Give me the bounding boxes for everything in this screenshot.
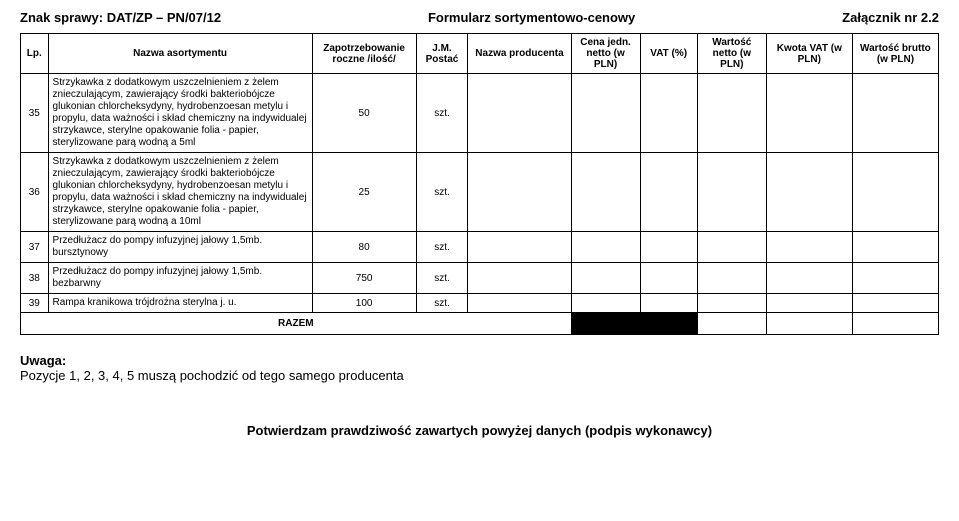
row-net-value[interactable] [697, 74, 766, 153]
note-block: Uwaga: Pozycje 1, 2, 3, 4, 5 muszą pocho… [20, 353, 939, 383]
row-qty[interactable]: 100 [312, 294, 416, 313]
row-lp: 39 [21, 294, 49, 313]
row-producer[interactable] [468, 263, 571, 294]
table-row: 38 Przedłużacz do pompy infuzyjnej jałow… [21, 263, 939, 294]
row-qty[interactable]: 50 [312, 74, 416, 153]
row-producer[interactable] [468, 74, 571, 153]
table-row: 36 Strzykawka z dodatkowym uszczelnienie… [21, 153, 939, 232]
total-net[interactable] [697, 313, 766, 335]
col-producer: Nazwa producenta [468, 34, 571, 74]
col-vat-pct: VAT (%) [640, 34, 697, 74]
case-number: Znak sprawy: DAT/ZP – PN/07/12 [20, 10, 221, 25]
blackout-cell [571, 313, 640, 335]
row-name: Przedłużacz do pompy infuzyjnej jałowy 1… [48, 263, 312, 294]
row-gross-value[interactable] [852, 74, 938, 153]
row-vat-amount[interactable] [766, 153, 852, 232]
row-unit-price[interactable] [571, 263, 640, 294]
blackout-cell [640, 313, 697, 335]
row-unit: szt. [416, 232, 468, 263]
col-unit: J.M. Postać [416, 34, 468, 74]
row-lp: 38 [21, 263, 49, 294]
row-vat-pct[interactable] [640, 263, 697, 294]
note-text: Pozycje 1, 2, 3, 4, 5 muszą pochodzić od… [20, 368, 939, 383]
total-label: RAZEM [21, 313, 572, 335]
row-name: Przedłużacz do pompy infuzyjnej jałowy 1… [48, 232, 312, 263]
row-unit-price[interactable] [571, 153, 640, 232]
row-vat-pct[interactable] [640, 232, 697, 263]
row-qty[interactable]: 25 [312, 153, 416, 232]
col-vat-amount: Kwota VAT (w PLN) [766, 34, 852, 74]
page-header: Znak sprawy: DAT/ZP – PN/07/12 Formularz… [20, 10, 939, 25]
col-name: Nazwa asortymentu [48, 34, 312, 74]
row-vat-pct[interactable] [640, 153, 697, 232]
col-gross-value: Wartość brutto (w PLN) [852, 34, 938, 74]
row-lp: 36 [21, 153, 49, 232]
total-gross[interactable] [852, 313, 938, 335]
row-lp: 37 [21, 232, 49, 263]
table-row: 37 Przedłużacz do pompy infuzyjnej jałow… [21, 232, 939, 263]
row-producer[interactable] [468, 232, 571, 263]
row-unit: szt. [416, 153, 468, 232]
attachment-label: Załącznik nr 2.2 [842, 10, 939, 25]
note-title: Uwaga: [20, 353, 939, 368]
price-table: Lp. Nazwa asortymentu Zapotrzebowanie ro… [20, 33, 939, 335]
row-vat-amount[interactable] [766, 74, 852, 153]
row-net-value[interactable] [697, 263, 766, 294]
table-row: 39 Rampa kranikowa trójdrożna sterylna j… [21, 294, 939, 313]
row-qty[interactable]: 80 [312, 232, 416, 263]
row-unit-price[interactable] [571, 232, 640, 263]
row-net-value[interactable] [697, 294, 766, 313]
row-vat-amount[interactable] [766, 232, 852, 263]
col-net-value: Wartość netto (w PLN) [697, 34, 766, 74]
row-gross-value[interactable] [852, 294, 938, 313]
total-vat[interactable] [766, 313, 852, 335]
row-producer[interactable] [468, 153, 571, 232]
row-vat-amount[interactable] [766, 263, 852, 294]
total-row: RAZEM [21, 313, 939, 335]
row-gross-value[interactable] [852, 153, 938, 232]
row-gross-value[interactable] [852, 263, 938, 294]
col-unit-price: Cena jedn. netto (w PLN) [571, 34, 640, 74]
table-row: 35 Strzykawka z dodatkowym uszczelnienie… [21, 74, 939, 153]
table-header-row: Lp. Nazwa asortymentu Zapotrzebowanie ro… [21, 34, 939, 74]
row-producer[interactable] [468, 294, 571, 313]
row-qty[interactable]: 750 [312, 263, 416, 294]
row-vat-pct[interactable] [640, 74, 697, 153]
row-lp: 35 [21, 74, 49, 153]
row-name: Strzykawka z dodatkowym uszczelnieniem z… [48, 153, 312, 232]
row-unit: szt. [416, 74, 468, 153]
row-unit: szt. [416, 263, 468, 294]
row-unit-price[interactable] [571, 294, 640, 313]
row-vat-amount[interactable] [766, 294, 852, 313]
col-lp: Lp. [21, 34, 49, 74]
row-vat-pct[interactable] [640, 294, 697, 313]
row-unit-price[interactable] [571, 74, 640, 153]
row-name: Strzykawka z dodatkowym uszczelnieniem z… [48, 74, 312, 153]
row-unit: szt. [416, 294, 468, 313]
row-net-value[interactable] [697, 153, 766, 232]
row-net-value[interactable] [697, 232, 766, 263]
footer-statement: Potwierdzam prawdziwość zawartych powyże… [20, 423, 939, 438]
row-name: Rampa kranikowa trójdrożna sterylna j. u… [48, 294, 312, 313]
row-gross-value[interactable] [852, 232, 938, 263]
form-title: Formularz sortymentowo-cenowy [428, 10, 635, 25]
col-demand: Zapotrzebowanie roczne /ilość/ [312, 34, 416, 74]
